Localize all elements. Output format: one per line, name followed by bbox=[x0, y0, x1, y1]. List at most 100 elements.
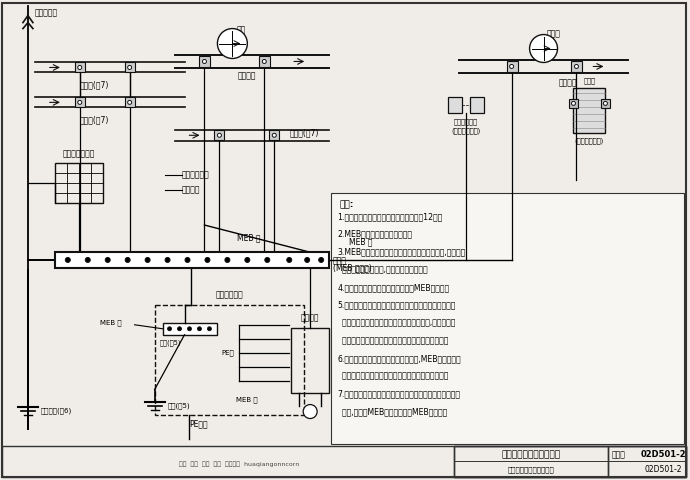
Text: 02D501-2: 02D501-2 bbox=[640, 450, 686, 459]
Circle shape bbox=[197, 327, 201, 331]
Text: 5.经实测总等电位联结内的水管、基础钢筋等自然接地体: 5.经实测总等电位联结内的水管、基础钢筋等自然接地体 bbox=[337, 301, 455, 310]
Text: PE母线: PE母线 bbox=[190, 420, 208, 429]
Circle shape bbox=[66, 257, 70, 263]
Circle shape bbox=[128, 100, 132, 104]
Bar bbox=[573, 88, 605, 133]
Text: 2.MEB线截面见具体工程设计。: 2.MEB线截面见具体工程设计。 bbox=[337, 230, 412, 239]
Bar bbox=[163, 323, 217, 335]
Bar bbox=[331, 193, 684, 444]
Circle shape bbox=[78, 65, 82, 70]
Text: 地线段: 地线段 bbox=[584, 78, 595, 84]
Circle shape bbox=[262, 60, 266, 63]
Text: 3.MEB端子板宜设置在电源进线或进线配电盘处,并应加防: 3.MEB端子板宜设置在电源进线或进线配电盘处,并应加防 bbox=[337, 248, 465, 257]
Text: 4.相邻近管道及金属结构允许用一根MEB线连接。: 4.相邻近管道及金属结构允许用一根MEB线连接。 bbox=[337, 283, 449, 292]
Text: 采暖管(注7): 采暖管(注7) bbox=[80, 81, 110, 89]
Text: 空调管(注7): 空调管(注7) bbox=[80, 115, 110, 124]
Circle shape bbox=[571, 101, 575, 105]
Text: 图集号: 图集号 bbox=[611, 450, 625, 459]
Circle shape bbox=[105, 257, 110, 263]
Circle shape bbox=[185, 257, 190, 263]
Text: 7.图中箭头方向表示水、气流动方向。当进、回水管相距较: 7.图中箭头方向表示水、气流动方向。当进、回水管相距较 bbox=[337, 390, 460, 398]
Circle shape bbox=[145, 257, 150, 263]
Text: 附注:: 附注: bbox=[339, 200, 353, 209]
Bar bbox=[75, 97, 85, 108]
Bar bbox=[155, 305, 304, 415]
Bar bbox=[269, 130, 279, 140]
Text: PE线: PE线 bbox=[221, 349, 235, 356]
Circle shape bbox=[287, 257, 292, 263]
Text: 接地(注5): 接地(注5) bbox=[159, 340, 181, 347]
Text: 接短接地与该建筑物用作防雷及接地的金属体连通。: 接短接地与该建筑物用作防雷及接地的金属体连通。 bbox=[337, 372, 448, 381]
Text: 总燃气管: 总燃气管 bbox=[558, 78, 577, 87]
Circle shape bbox=[273, 133, 276, 137]
Circle shape bbox=[125, 257, 130, 263]
Bar bbox=[609, 461, 686, 478]
Text: (MEB 端子板): (MEB 端子板) bbox=[333, 263, 372, 272]
Circle shape bbox=[205, 257, 210, 263]
Circle shape bbox=[128, 65, 132, 70]
Circle shape bbox=[217, 29, 247, 59]
Circle shape bbox=[217, 133, 221, 137]
Circle shape bbox=[177, 327, 181, 331]
Bar bbox=[2, 446, 686, 478]
Circle shape bbox=[188, 327, 192, 331]
Circle shape bbox=[168, 327, 172, 331]
Bar bbox=[609, 446, 686, 478]
Bar bbox=[215, 130, 224, 140]
Text: 水表: 水表 bbox=[237, 25, 246, 34]
Circle shape bbox=[245, 257, 250, 263]
Bar bbox=[125, 97, 135, 108]
Bar bbox=[602, 99, 611, 108]
Circle shape bbox=[86, 257, 90, 263]
Bar bbox=[259, 57, 270, 68]
Circle shape bbox=[603, 101, 607, 105]
Circle shape bbox=[225, 257, 230, 263]
Text: 建筑物金属结构: 建筑物金属结构 bbox=[63, 149, 95, 158]
Text: 热水管(注7): 热水管(注7) bbox=[289, 129, 319, 138]
Text: 工接地极。保护接地与防雷接地宜直接短接地连通。: 工接地极。保护接地与防雷接地宜直接短接地连通。 bbox=[337, 336, 448, 345]
Text: 防雷接闪器: 防雷接闪器 bbox=[35, 8, 58, 17]
Text: (煤气公司确定): (煤气公司确定) bbox=[451, 127, 480, 134]
Text: 电源进线: 电源进线 bbox=[181, 186, 200, 194]
Bar bbox=[199, 57, 210, 68]
Text: 审核  比例  校对  丁杰  调试稿号  huaqiangonncorn: 审核 比例 校对 丁杰 调试稿号 huaqiangonncorn bbox=[179, 462, 299, 467]
Bar bbox=[454, 461, 609, 478]
Circle shape bbox=[165, 257, 170, 263]
Bar bbox=[569, 99, 578, 108]
Text: 的接地电阻值已满足电气装置的接地要求时,不需另打人: 的接地电阻值已满足电气装置的接地要求时,不需另打人 bbox=[337, 319, 455, 327]
Text: 护罩或装在端子箱内,防止无关人员触动。: 护罩或装在端子箱内,防止无关人员触动。 bbox=[337, 265, 428, 275]
Text: MEB 线: MEB 线 bbox=[100, 320, 121, 326]
Text: MEB 线: MEB 线 bbox=[349, 237, 373, 246]
Text: 总等电位联结系统图示例: 总等电位联结系统图示例 bbox=[507, 466, 554, 473]
Circle shape bbox=[319, 257, 324, 263]
Text: 1.电源进线、电子信息设备联结做法见第12页。: 1.电源进线、电子信息设备联结做法见第12页。 bbox=[337, 212, 442, 221]
Bar bbox=[75, 62, 85, 72]
Bar bbox=[506, 61, 518, 72]
Circle shape bbox=[265, 257, 270, 263]
Bar bbox=[125, 62, 135, 72]
Bar bbox=[454, 446, 686, 478]
Circle shape bbox=[208, 327, 211, 331]
Text: 燃气表: 燃气表 bbox=[546, 29, 560, 38]
Circle shape bbox=[78, 100, 82, 104]
Text: 6.当利用建筑物金属体做防雷及接地时,MEB端子板宜直: 6.当利用建筑物金属体做防雷及接地时,MEB端子板宜直 bbox=[337, 354, 461, 363]
Text: 总等电位联结系统图示例: 总等电位联结系统图示例 bbox=[501, 450, 560, 459]
Text: MEB 线: MEB 线 bbox=[237, 233, 261, 242]
Text: 火花放电间隙: 火花放电间隙 bbox=[454, 119, 477, 125]
Text: 接地(注5): 接地(注5) bbox=[168, 402, 190, 409]
Circle shape bbox=[510, 64, 513, 69]
Text: (煤气公司确定): (煤气公司确定) bbox=[575, 137, 604, 144]
Circle shape bbox=[303, 405, 317, 419]
Text: 总下水管: 总下水管 bbox=[301, 314, 319, 323]
Text: 避雷接地(注6): 避雷接地(注6) bbox=[41, 407, 72, 414]
Text: 远时,也可由MEB端子板分别用MEB线连接。: 远时,也可由MEB端子板分别用MEB线连接。 bbox=[337, 408, 447, 416]
Text: 总进线配电盘: 总进线配电盘 bbox=[215, 291, 244, 300]
Text: 02D501-2: 02D501-2 bbox=[644, 465, 682, 474]
Text: MEB 线: MEB 线 bbox=[237, 396, 258, 403]
Bar bbox=[454, 446, 609, 478]
Bar bbox=[470, 97, 484, 113]
Text: 接地排: 接地排 bbox=[333, 256, 347, 265]
Bar bbox=[291, 328, 329, 393]
Circle shape bbox=[202, 60, 206, 63]
Circle shape bbox=[530, 35, 558, 62]
